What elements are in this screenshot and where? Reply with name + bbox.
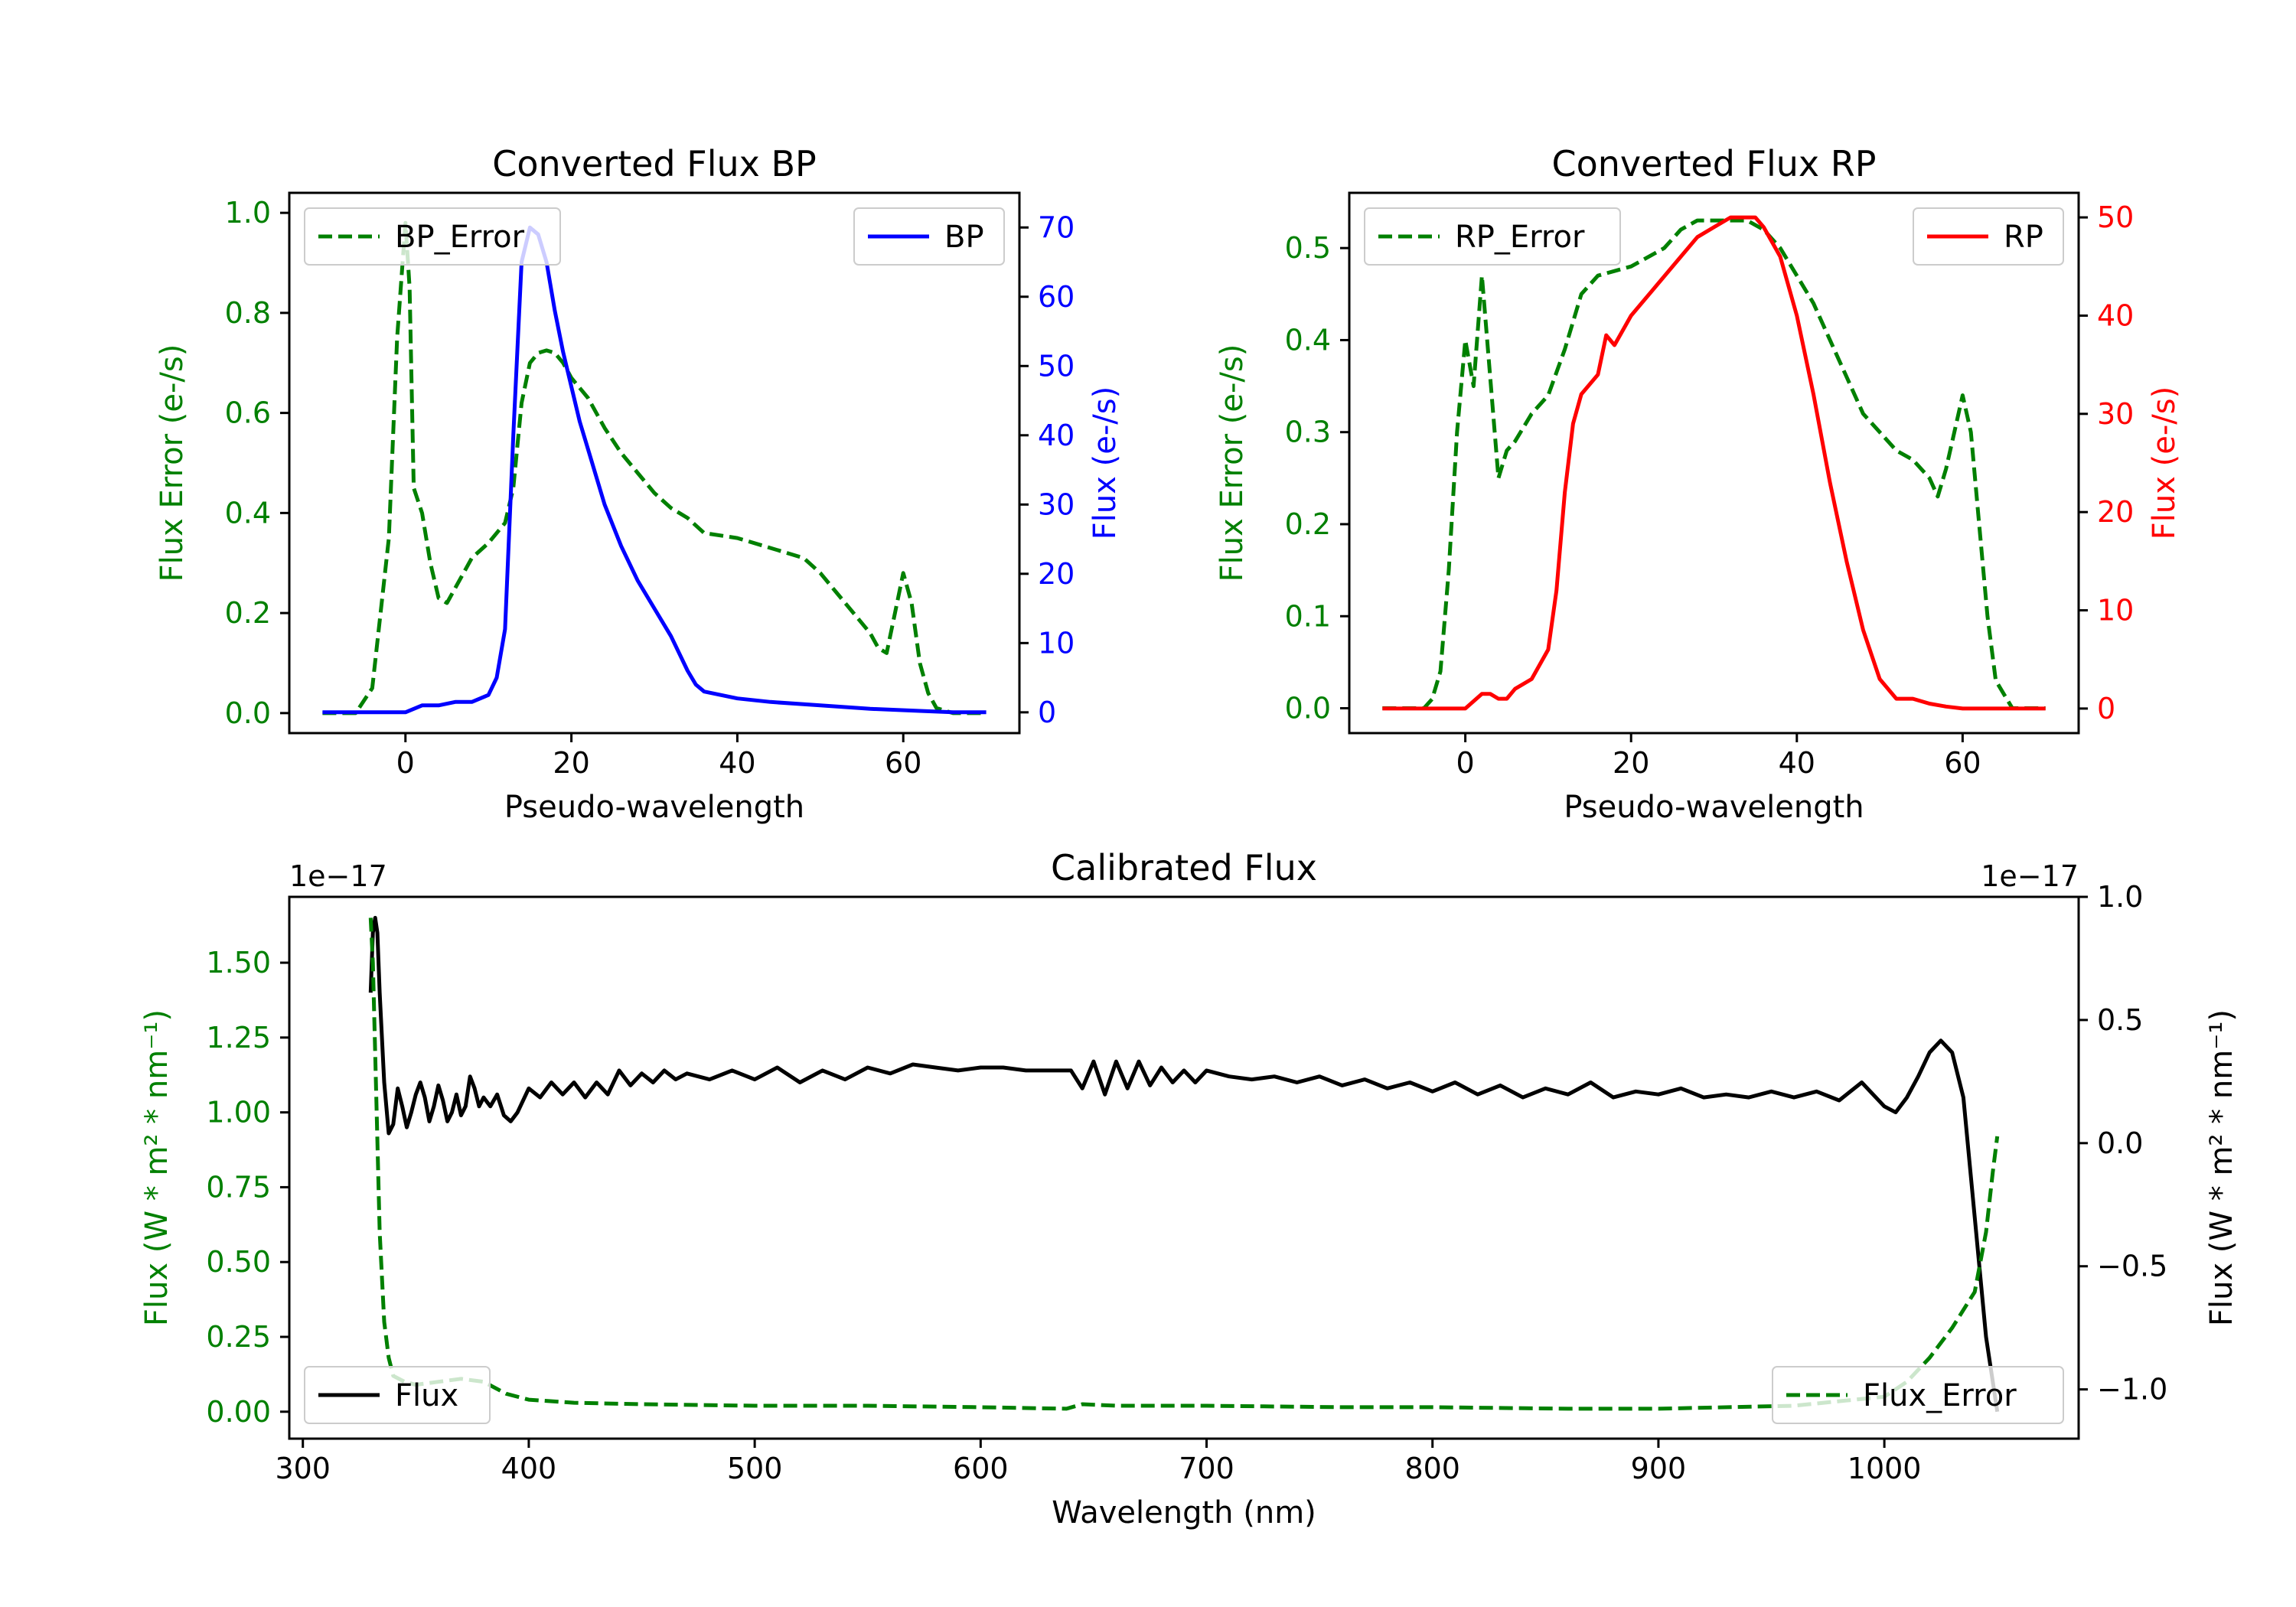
left-y-tick-label: 0.3 bbox=[1285, 416, 1331, 449]
x-tick-label: 40 bbox=[1779, 746, 1815, 780]
legend-rp-error: RP_Error bbox=[1364, 207, 1621, 266]
right-y-tick-label: 60 bbox=[1038, 280, 1075, 314]
left-y-tick-label: 0.8 bbox=[225, 296, 271, 330]
right-y-tick-label: 10 bbox=[2097, 594, 2134, 627]
legend-label: RP_Error bbox=[1455, 220, 1585, 255]
x-tick-label: 900 bbox=[1631, 1452, 1687, 1485]
right-y-tick-label: 30 bbox=[2097, 397, 2134, 431]
left-y-tick-label: 0.00 bbox=[206, 1395, 271, 1429]
right-y-tick-label: 0 bbox=[2097, 692, 2115, 725]
x-tick-label: 20 bbox=[1613, 746, 1649, 780]
left-y-tick-label: 0.2 bbox=[1285, 507, 1331, 541]
right-y-tick-label: −0.5 bbox=[2097, 1250, 2167, 1283]
left-y-tick-label: 0.6 bbox=[225, 396, 271, 430]
right-y-tick-label: 50 bbox=[2097, 200, 2134, 234]
legend-label: BP bbox=[944, 220, 984, 255]
left-y-tick-label: 0.4 bbox=[225, 496, 271, 530]
panel-converted-flux-bp: Converted Flux BP 0 20 40 60 Pseudo-wavelengt… bbox=[155, 143, 1123, 825]
x-axis-label: Pseudo-wavelength bbox=[504, 790, 804, 825]
series-line-bp bbox=[322, 225, 987, 715]
right-y-tick-label: 40 bbox=[2097, 298, 2134, 332]
x-tick-label: 800 bbox=[1404, 1452, 1460, 1485]
x-tick-label: 0 bbox=[396, 746, 415, 780]
legend-label: BP_Error bbox=[395, 220, 525, 255]
right-y-tick-label: 70 bbox=[1038, 210, 1075, 244]
legend-label: RP bbox=[2004, 220, 2043, 255]
chart-title: Converted Flux BP bbox=[492, 143, 817, 184]
left-y-tick-label: 1.25 bbox=[206, 1021, 271, 1054]
x-axis-label: Wavelength (nm) bbox=[1052, 1495, 1316, 1530]
legend-label: Flux bbox=[395, 1378, 458, 1413]
right-y-tick-label: −1.0 bbox=[2097, 1373, 2167, 1407]
legend-flux-error: Flux_Error bbox=[1772, 1366, 2064, 1424]
left-y-axis-label: Flux Error (e-/s) bbox=[155, 344, 190, 582]
series-line-flux bbox=[368, 915, 2000, 1413]
chart-title: Calibrated Flux bbox=[1051, 847, 1317, 888]
left-y-tick-label: 1.50 bbox=[206, 946, 271, 980]
series-line-bp-error bbox=[322, 220, 987, 715]
legend-bp-error: BP_Error bbox=[304, 207, 561, 266]
left-y-axis-label: Flux (W * m² * nm⁻¹) bbox=[139, 1009, 174, 1326]
x-tick-label: 400 bbox=[501, 1452, 557, 1485]
x-tick-label: 700 bbox=[1179, 1452, 1234, 1485]
x-tick-label: 40 bbox=[719, 746, 755, 780]
x-tick-label: 60 bbox=[885, 746, 921, 780]
right-y-tick-label: 0.0 bbox=[2097, 1126, 2143, 1160]
right-y-tick-label: 0 bbox=[1038, 696, 1056, 729]
chart-title: Converted Flux RP bbox=[1552, 143, 1877, 184]
x-tick-label: 300 bbox=[275, 1452, 331, 1485]
left-offset-label: 1e−17 bbox=[289, 859, 387, 893]
left-y-tick-label: 0.1 bbox=[1285, 599, 1331, 633]
plot-area bbox=[1382, 215, 2046, 711]
left-y-axis-label: Flux Error (e-/s) bbox=[1215, 344, 1250, 582]
x-tick-label: 600 bbox=[953, 1452, 1009, 1485]
axes-frame bbox=[288, 895, 2080, 1440]
legend-box bbox=[1772, 1366, 2064, 1424]
left-y-tick-label: 0.0 bbox=[1285, 692, 1331, 725]
axes-frame bbox=[1348, 191, 2080, 735]
left-y-tick-label: 0.75 bbox=[206, 1170, 271, 1204]
right-y-tick-label: 50 bbox=[1038, 349, 1075, 383]
x-tick-label: 20 bbox=[553, 746, 589, 780]
series-line-rp bbox=[1382, 215, 2046, 711]
right-y-tick-label: 0.5 bbox=[2097, 1003, 2143, 1037]
legend-label: Flux_Error bbox=[1863, 1378, 2017, 1413]
right-y-tick-label: 1.0 bbox=[2097, 880, 2143, 914]
right-y-tick-label: 30 bbox=[1038, 487, 1075, 521]
legend-box bbox=[304, 207, 561, 266]
left-y-tick-label: 1.00 bbox=[206, 1096, 271, 1129]
right-y-tick-label: 10 bbox=[1038, 626, 1075, 660]
x-axis-label: Pseudo-wavelength bbox=[1564, 790, 1864, 825]
x-tick-label: 500 bbox=[727, 1452, 783, 1485]
right-y-tick-label: 20 bbox=[1038, 557, 1075, 591]
left-y-tick-label: 0.4 bbox=[1285, 323, 1331, 357]
left-y-tick-label: 0.2 bbox=[225, 596, 271, 630]
right-y-axis-label: Flux (e-/s) bbox=[1088, 386, 1123, 539]
legend-rp: RP bbox=[1913, 207, 2064, 266]
right-y-axis-label: Flux (e-/s) bbox=[2147, 386, 2182, 539]
left-y-tick-label: 0.50 bbox=[206, 1245, 271, 1279]
right-y-tick-label: 20 bbox=[2097, 495, 2134, 529]
right-y-axis-label: Flux (W * m² * nm⁻¹) bbox=[2204, 1009, 2239, 1326]
legend-flux: Flux bbox=[304, 1366, 491, 1424]
x-tick-label: 0 bbox=[1456, 746, 1475, 780]
right-offset-label: 1e−17 bbox=[1981, 859, 2079, 893]
left-y-tick-label: 0.25 bbox=[206, 1320, 271, 1354]
legend-box bbox=[304, 1366, 491, 1424]
legend-bp: BP bbox=[853, 207, 1005, 266]
right-y-tick-label: 40 bbox=[1038, 419, 1075, 452]
legend-box bbox=[1364, 207, 1621, 266]
left-y-tick-label: 0.5 bbox=[1285, 231, 1331, 265]
x-tick-label: 60 bbox=[1944, 746, 1981, 780]
axes-frame bbox=[288, 191, 1021, 735]
x-tick-label: 1000 bbox=[1848, 1452, 1922, 1485]
panel-converted-flux-rp: Converted Flux RP 0 20 40 60 Pseudo-wavelengt… bbox=[1215, 143, 2182, 825]
plot-area bbox=[322, 220, 987, 715]
panel-calibrated-flux: Calibrated Flux 300 400 500 600 700 800 900 1000… bbox=[139, 847, 2239, 1530]
left-y-tick-label: 1.0 bbox=[225, 196, 271, 230]
left-y-tick-label: 0.0 bbox=[225, 696, 271, 730]
